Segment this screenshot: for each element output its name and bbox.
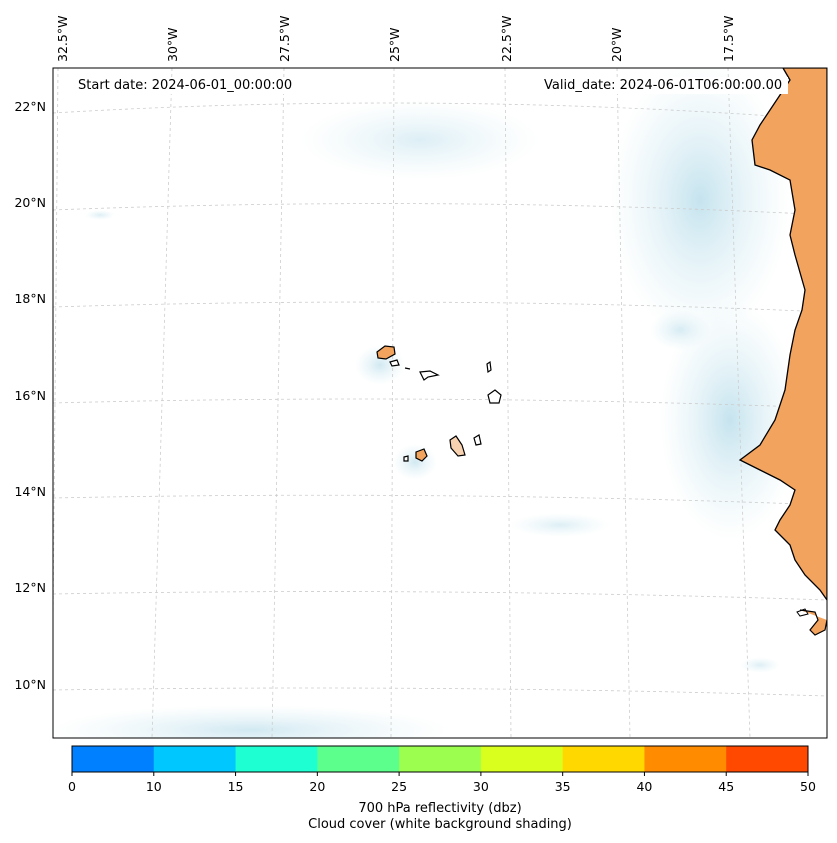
island-sao-nicolau xyxy=(419,370,440,381)
colorbar-segment xyxy=(72,746,155,772)
latitude-labels: 22°N 20°N 18°N 16°N 14°N 12°N 10°N xyxy=(14,99,46,692)
island-sal xyxy=(486,360,492,374)
start-date-label: Start date: 2024-06-01_00:00:00 xyxy=(72,77,299,94)
colorbar-tick-label: 45 xyxy=(718,779,734,794)
colorbar-segment xyxy=(235,746,318,772)
map-plot-area xyxy=(53,68,827,738)
lon-label: 25°W xyxy=(387,27,402,62)
colorbar-segment xyxy=(562,746,645,772)
colorbar-tick-label: 15 xyxy=(228,779,244,794)
colorbar-segment xyxy=(644,746,727,772)
colorbar-segment xyxy=(317,746,400,772)
lat-label: 22°N xyxy=(14,99,46,114)
lon-label: 20°W xyxy=(609,27,624,62)
lon-label: 32.5°W xyxy=(55,16,70,62)
cape-verde-islands xyxy=(376,345,502,462)
colorbar-frame xyxy=(71,745,809,773)
map-frame xyxy=(52,67,828,739)
lat-label: 14°N xyxy=(14,484,46,499)
colorbar-sublabel: Cloud cover (white background shading) xyxy=(308,817,572,832)
africa-coast-land xyxy=(738,68,827,602)
colorbar-tick-label: 50 xyxy=(800,779,816,794)
gridlines xyxy=(53,68,827,738)
colorbar-tick-label: 35 xyxy=(555,779,571,794)
colorbar-segment xyxy=(726,746,809,772)
colorbar-tick-label: 0 xyxy=(68,779,76,794)
colorbar-segment xyxy=(480,746,564,772)
island-santo-antao xyxy=(376,345,396,360)
island-santiago xyxy=(449,435,466,457)
lon-label: 30°W xyxy=(165,27,180,62)
colorbar-tick-label: 10 xyxy=(146,779,162,794)
island-sao-vicente xyxy=(389,359,400,367)
colorbar-segment xyxy=(399,746,482,772)
island-boa-vista xyxy=(487,389,502,404)
lon-label: 17.5°W xyxy=(721,16,736,62)
island-fogo xyxy=(415,448,428,462)
lat-label: 10°N xyxy=(14,677,46,692)
lat-label: 16°N xyxy=(14,388,46,403)
colorbar-tick-label: 25 xyxy=(391,779,407,794)
colorbar-label: 700 hPa reflectivity (dbz) xyxy=(358,801,522,816)
colorbar xyxy=(72,746,809,772)
colorbar-tick-label: 20 xyxy=(309,779,325,794)
lat-label: 20°N xyxy=(14,195,46,210)
colorbar-ticks: 0 10 15 20 25 30 35 40 45 50 xyxy=(68,772,816,794)
island-santa-luzia xyxy=(404,367,411,370)
island-maio xyxy=(473,434,482,446)
island-brava xyxy=(403,455,409,462)
lat-label: 12°N xyxy=(14,580,46,595)
lat-label: 18°N xyxy=(14,291,46,306)
colorbar-segment xyxy=(153,746,237,772)
lon-label: 27.5°W xyxy=(277,16,292,62)
colorbar-tick-label: 30 xyxy=(473,779,489,794)
lon-label: 22.5°W xyxy=(499,16,514,62)
longitude-labels: 32.5°W 30°W 27.5°W 25°W 22.5°W 20°W 17.5… xyxy=(55,16,736,62)
colorbar-tick-label: 40 xyxy=(636,779,652,794)
africa-coast-land xyxy=(799,609,827,636)
bijagos-islands xyxy=(796,608,809,617)
valid-date-label: Valid_date: 2024-06-01T06:00:00.00 xyxy=(538,77,789,94)
